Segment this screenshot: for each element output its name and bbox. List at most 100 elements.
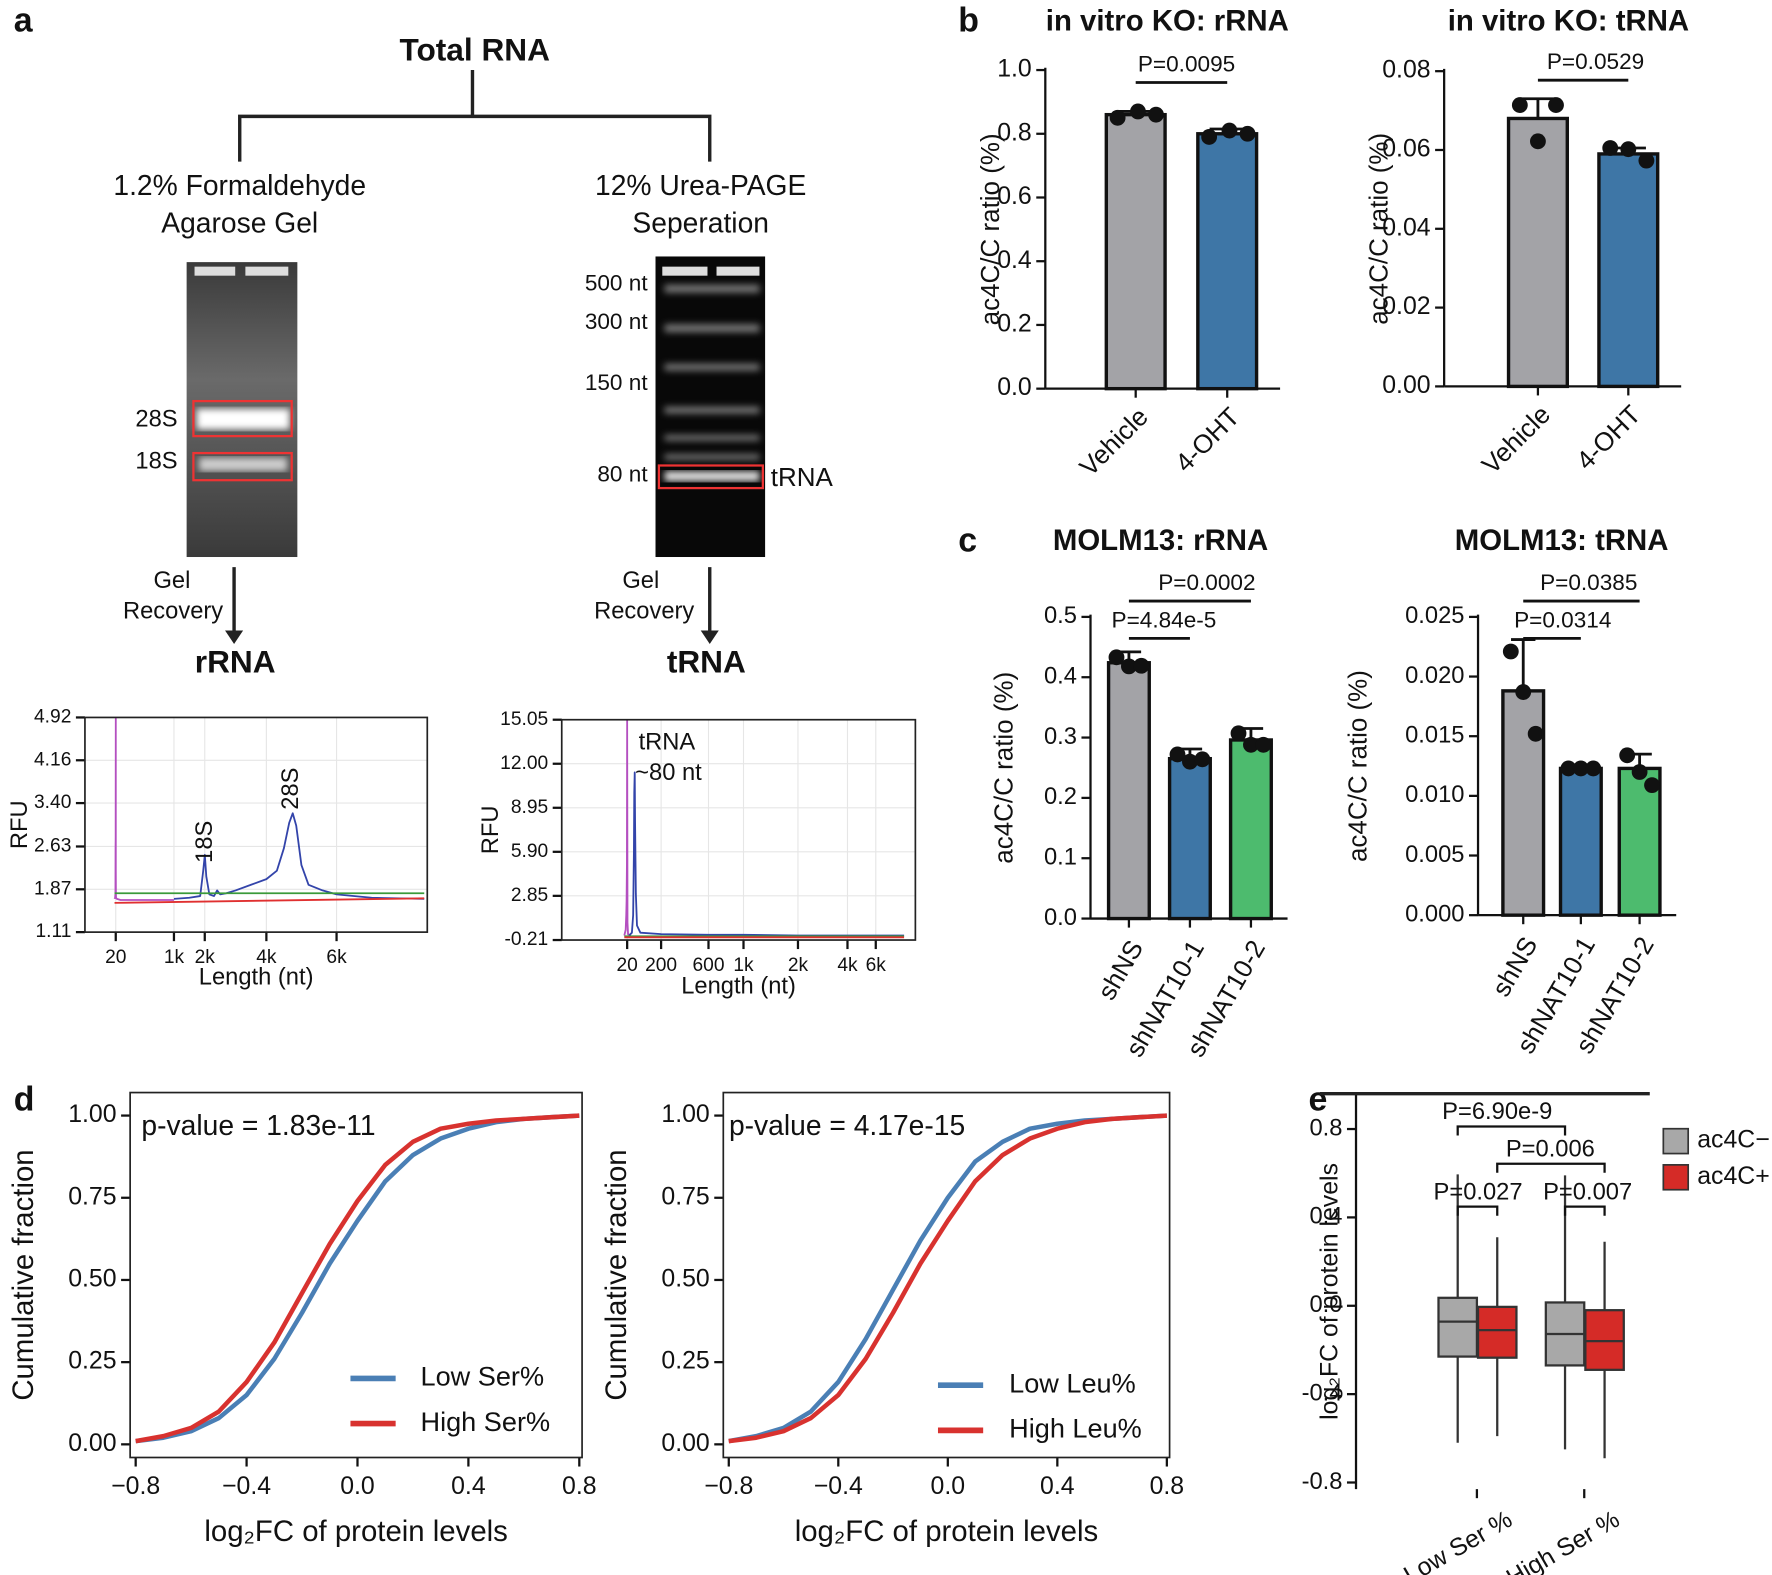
bar: [1104, 112, 1167, 391]
gel-marker: 150 nt: [585, 370, 649, 395]
product: rRNA: [195, 644, 276, 680]
bracket: [1563, 1205, 1606, 1216]
data-point: [1148, 106, 1164, 123]
annotation: 18S: [192, 821, 218, 863]
bar: [1501, 689, 1546, 917]
bar: [1196, 132, 1259, 391]
y-tick-label: 0.75: [661, 1183, 709, 1210]
series-line: [135, 1113, 580, 1444]
chart-title: MOLM13: rRNA: [1053, 524, 1268, 557]
y-tick-label: 0.02: [1382, 293, 1430, 320]
p-value: P=0.0529: [1547, 49, 1644, 74]
x-tick-label: Vehicle: [1073, 401, 1153, 481]
series-line: [113, 717, 174, 901]
y-tick-label: 1.0: [997, 56, 1032, 83]
y-tick-label: 5.90: [511, 841, 548, 862]
bar: [1106, 661, 1151, 921]
x-tick-label: shNS: [1091, 935, 1149, 1005]
x-tick-label: 4-OHT: [1169, 401, 1245, 477]
data-point: [1255, 736, 1272, 753]
x-tick-label: 200: [645, 955, 677, 976]
data-point: [1108, 649, 1125, 666]
legend-label: ac4C−: [1697, 1127, 1770, 1154]
bar: [1506, 116, 1569, 389]
method: Agarose Gel: [161, 206, 318, 238]
annotation: 28S: [278, 768, 304, 810]
y-tick-label: 0.8: [1309, 1115, 1342, 1141]
x-axis-label: Length (nt): [199, 965, 314, 991]
y-axis-label: Cumulative fraction: [7, 1149, 40, 1400]
y-axis-label: RFU: [478, 805, 504, 854]
data-point: [1602, 140, 1619, 156]
legend-swatch: [1662, 1164, 1690, 1191]
y-tick-label: 0.010: [1405, 782, 1464, 808]
data-point: [1515, 684, 1532, 700]
gel-marker: 28S: [135, 407, 177, 433]
data-point: [1109, 109, 1126, 126]
p-value: P=0.0385: [1540, 570, 1637, 595]
p-value: P=0.027: [1434, 1179, 1523, 1205]
data-point: [1133, 657, 1150, 674]
x-tick-label: shNS: [1486, 931, 1544, 1001]
gel-marker: 18S: [135, 448, 177, 474]
x-tick-label: 0.8: [1150, 1473, 1185, 1500]
x-axis-label: log₂FC of protein levels: [795, 1515, 1099, 1548]
series-line: [135, 1113, 580, 1444]
y-tick-label: 0.000: [1405, 901, 1464, 927]
y-tick-label: 0.025: [1405, 603, 1464, 629]
y-tick-label: 0.005: [1405, 842, 1464, 868]
y-axis-label: log₂FC of protein levels: [1317, 1163, 1344, 1420]
bar: [1558, 766, 1603, 917]
y-tick-label: 0.6: [997, 183, 1032, 210]
x-tick-label: 6k: [866, 955, 887, 976]
x-tick-label: −0.8: [111, 1473, 160, 1500]
method: 12% Urea-PAGE: [595, 169, 806, 201]
gel-marker: 300 nt: [585, 309, 649, 334]
data-point: [1243, 736, 1259, 753]
series-line: [173, 812, 425, 900]
data-point: [1548, 97, 1564, 113]
p-value: P=0.0095: [1138, 51, 1235, 76]
y-tick-label: 0.0: [1044, 905, 1077, 931]
data-point: [1121, 658, 1137, 675]
plot-frame: [560, 718, 917, 941]
series-line: [114, 897, 425, 904]
y-axis-label: ac4C/C ratio (%): [975, 133, 1005, 325]
y-tick-label: 0.8: [997, 119, 1032, 146]
panel-label: d: [14, 1081, 35, 1119]
chart-title: MOLM13: tRNA: [1455, 524, 1669, 557]
series-line: [623, 719, 632, 937]
data-point: [1130, 103, 1146, 120]
x-tick-label: −0.8: [704, 1473, 753, 1500]
step: Gel: [622, 568, 659, 594]
y-tick-label: 0.015: [1405, 722, 1464, 748]
plot-frame: [84, 716, 429, 933]
y-tick-label: 0.08: [1382, 57, 1430, 84]
data-point: [1572, 760, 1589, 777]
y-tick-label: 1.00: [68, 1101, 116, 1128]
x-tick-label: 0.8: [562, 1473, 597, 1500]
x-tick-label: 4-OHT: [1570, 399, 1646, 475]
y-tick-label: 0.04: [1382, 214, 1431, 241]
gel-marker: tRNA: [771, 462, 834, 492]
data-point: [1230, 725, 1247, 742]
legend-label: Low Leu%: [1009, 1367, 1136, 1398]
page-gel: [655, 256, 766, 558]
y-tick-label: 4.92: [34, 707, 71, 728]
y-tick-label: 0.75: [68, 1183, 116, 1210]
y-tick-label: 1.00: [661, 1101, 709, 1128]
box: [1437, 1296, 1479, 1358]
bracket: [1456, 1205, 1499, 1216]
bracket: [1496, 1162, 1606, 1173]
y-tick-label: -0.8: [1302, 1469, 1343, 1495]
panel-label: b: [958, 2, 979, 40]
data-point: [1511, 97, 1528, 113]
series-line: [628, 771, 905, 937]
y-tick-label: 0.4: [1044, 663, 1077, 689]
data-point: [1502, 643, 1519, 660]
p-value: P=6.90e-9: [1442, 1099, 1552, 1125]
y-tick-label: 8.95: [511, 797, 548, 818]
bar: [1597, 152, 1660, 389]
chart-title: in vitro KO: tRNA: [1448, 4, 1689, 37]
